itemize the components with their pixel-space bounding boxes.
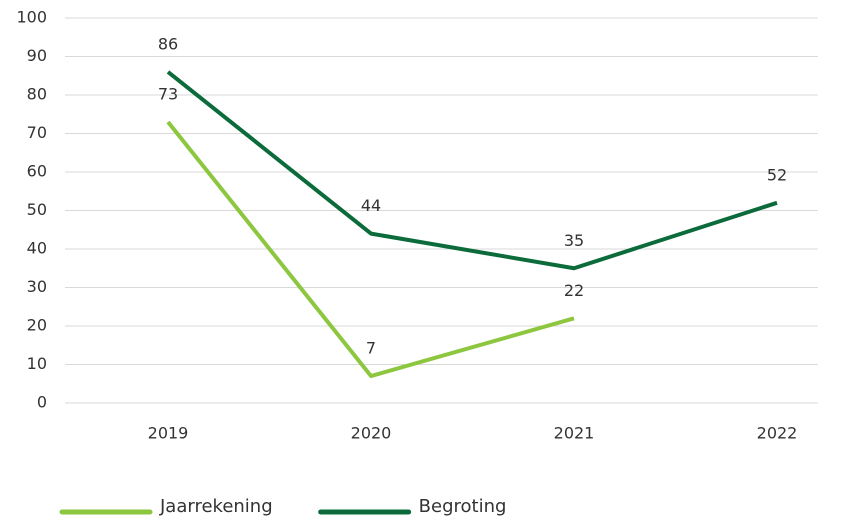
x-tick-label: 2020 [351, 424, 392, 443]
legend-label: Begroting [419, 496, 507, 517]
series-line [166, 70, 778, 271]
y-tick-label: 50 [27, 200, 47, 219]
data-label: 7 [366, 339, 376, 358]
y-tick-label: 60 [27, 162, 47, 181]
y-tick-label: 0 [37, 393, 47, 412]
y-tick-label: 20 [27, 316, 47, 335]
series-line [166, 120, 575, 379]
data-label: 86 [158, 34, 178, 53]
y-tick-label: 10 [27, 354, 47, 373]
x-tick-label: 2021 [554, 424, 595, 443]
y-tick-label: 100 [16, 8, 47, 27]
data-label: 44 [361, 196, 381, 215]
y-tick-label: 70 [27, 123, 47, 142]
y-tick-label: 30 [27, 277, 47, 296]
x-tick-label: 2022 [757, 424, 798, 443]
data-label: 52 [767, 165, 787, 184]
data-label: 73 [158, 84, 178, 103]
y-tick-label: 80 [27, 85, 47, 104]
legend-label: Jaarrekening [159, 496, 273, 517]
data-label: 22 [564, 281, 584, 300]
x-tick-label: 2019 [148, 424, 189, 443]
data-label: 35 [564, 231, 584, 250]
y-tick-label: 40 [27, 239, 47, 258]
y-tick-label: 90 [27, 46, 47, 65]
